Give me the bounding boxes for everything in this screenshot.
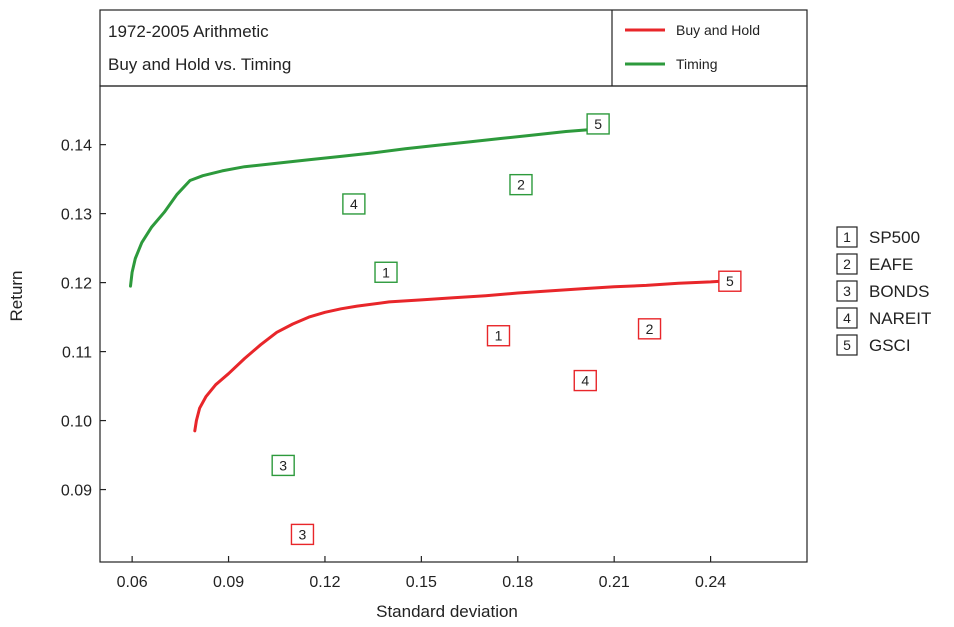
key-item-eafe: 2 EAFE: [836, 253, 913, 275]
key-name: NAREIT: [869, 309, 931, 328]
chart-title-line-1: 1972-2005 Arithmetic: [108, 22, 269, 41]
marker-box: [718, 270, 742, 292]
x-tick-label: 0.15: [406, 574, 437, 591]
series-layer: [129, 128, 723, 433]
key-box: [836, 280, 858, 302]
data-marker-buy-and-hold-2: 2: [637, 318, 662, 340]
marker-box: [573, 369, 597, 392]
marker-label: 3: [279, 457, 287, 473]
key-item-nareit: 4 NAREIT: [836, 307, 931, 329]
data-marker-buy-and-hold-4: 4: [573, 369, 597, 392]
key-box: [836, 307, 858, 329]
key-number: 4: [843, 310, 851, 326]
x-axis: 0.06 0.09 0.12 0.15 0.18 0.21 0.24: [117, 556, 726, 591]
marker-label: 5: [726, 273, 734, 289]
marker-box: [342, 193, 366, 215]
key-number: 1: [843, 229, 851, 245]
data-marker-timing-1: 1: [374, 261, 398, 283]
key-name: GSCI: [869, 336, 911, 355]
plot-frame: [99, 85, 808, 563]
x-tick-label: 0.21: [599, 574, 630, 591]
x-tick-label: 0.12: [309, 574, 340, 591]
data-marker-buy-and-hold-3: 3: [290, 523, 315, 546]
asset-key: 1 SP500 2 EAFE 3 BONDS 4 NAREIT 5 GSCI: [836, 226, 931, 356]
y-axis: 0.09 0.10 0.11 0.12 0.13 0.14: [61, 138, 106, 500]
marker-box: [290, 523, 315, 546]
marker-box: [374, 261, 398, 283]
key-number: 3: [843, 283, 851, 299]
series-line-timing: [129, 128, 594, 288]
x-tick-label: 0.06: [117, 574, 148, 591]
x-tick-label: 0.24: [695, 574, 726, 591]
y-tick-label: 0.10: [61, 414, 92, 431]
key-item-gsci: 5 GSCI: [836, 334, 911, 356]
marker-box: [486, 325, 511, 347]
key-box: [836, 334, 858, 356]
marker-label: 1: [495, 328, 503, 344]
marker-label: 2: [646, 321, 654, 337]
data-marker-timing-4: 4: [342, 193, 366, 215]
key-name: BONDS: [869, 282, 929, 301]
key-name: EAFE: [869, 255, 913, 274]
marker-label: 5: [594, 116, 602, 132]
y-tick-label: 0.13: [61, 207, 92, 224]
key-number: 5: [843, 337, 851, 353]
marker-label: 4: [581, 373, 589, 389]
y-axis-label: Return: [7, 270, 26, 321]
marker-label: 1: [382, 264, 390, 280]
key-box: [836, 253, 858, 275]
marker-box: [586, 113, 610, 135]
marker-box: [509, 173, 533, 196]
data-marker-timing-3: 3: [271, 454, 295, 477]
marker-label: 2: [517, 177, 525, 193]
key-item-sp500: 1 SP500: [836, 226, 920, 248]
x-tick-label: 0.09: [213, 574, 244, 591]
marker-box: [271, 454, 295, 477]
marker-box: [637, 318, 662, 340]
y-tick-label: 0.14: [61, 138, 92, 155]
key-box: [836, 226, 858, 248]
key-number: 2: [843, 256, 851, 272]
data-marker-buy-and-hold-1: 1: [486, 325, 511, 347]
x-tick-label: 0.18: [502, 574, 533, 591]
chart-title-line-2: Buy and Hold vs. Timing: [108, 55, 291, 74]
series-line-buy-and-hold: [193, 279, 723, 433]
marker-label: 3: [299, 526, 307, 542]
data-marker-timing-2: 2: [509, 173, 533, 196]
y-tick-label: 0.12: [61, 276, 92, 293]
data-marker-buy-and-hold-5: 5: [718, 270, 742, 292]
legend-label-buy-and-hold: Buy and Hold: [676, 22, 760, 38]
marker-label: 4: [350, 196, 358, 212]
key-item-bonds: 3 BONDS: [836, 280, 929, 302]
legend-label-timing: Timing: [676, 56, 718, 72]
data-marker-timing-5: 5: [586, 113, 610, 135]
marker-layer: 1 2 3 4 5 1 2 3 4 5: [271, 113, 742, 546]
x-axis-label: Standard deviation: [376, 602, 518, 621]
header-box: [99, 9, 808, 87]
key-name: SP500: [869, 228, 920, 247]
y-tick-label: 0.09: [61, 483, 92, 500]
y-tick-label: 0.11: [62, 345, 92, 362]
